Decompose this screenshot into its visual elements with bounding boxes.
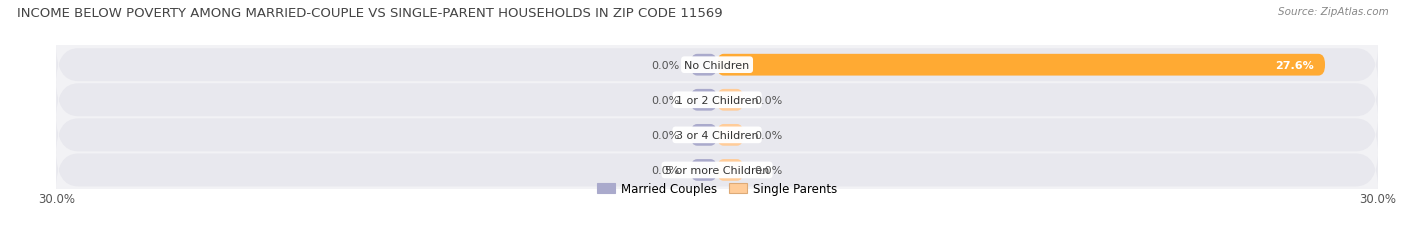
- Text: 0.0%: 0.0%: [651, 165, 679, 175]
- Text: 0.0%: 0.0%: [651, 130, 679, 140]
- FancyBboxPatch shape: [717, 90, 744, 111]
- FancyBboxPatch shape: [56, 47, 1378, 84]
- Text: 0.0%: 0.0%: [755, 95, 783, 105]
- Text: 1 or 2 Children: 1 or 2 Children: [676, 95, 758, 105]
- Legend: Married Couples, Single Parents: Married Couples, Single Parents: [598, 182, 837, 195]
- Text: 0.0%: 0.0%: [651, 95, 679, 105]
- FancyBboxPatch shape: [717, 55, 1324, 76]
- Text: 0.0%: 0.0%: [755, 165, 783, 175]
- FancyBboxPatch shape: [690, 159, 717, 181]
- FancyBboxPatch shape: [690, 125, 717, 146]
- Text: Source: ZipAtlas.com: Source: ZipAtlas.com: [1278, 7, 1389, 17]
- FancyBboxPatch shape: [717, 125, 744, 146]
- Text: 5 or more Children: 5 or more Children: [665, 165, 769, 175]
- Text: 0.0%: 0.0%: [651, 61, 679, 70]
- FancyBboxPatch shape: [690, 55, 717, 76]
- FancyBboxPatch shape: [717, 159, 744, 181]
- Text: 3 or 4 Children: 3 or 4 Children: [676, 130, 758, 140]
- Text: No Children: No Children: [685, 61, 749, 70]
- Text: 0.0%: 0.0%: [755, 130, 783, 140]
- Text: 27.6%: 27.6%: [1275, 61, 1315, 70]
- FancyBboxPatch shape: [56, 152, 1378, 189]
- FancyBboxPatch shape: [690, 90, 717, 111]
- Text: INCOME BELOW POVERTY AMONG MARRIED-COUPLE VS SINGLE-PARENT HOUSEHOLDS IN ZIP COD: INCOME BELOW POVERTY AMONG MARRIED-COUPL…: [17, 7, 723, 20]
- FancyBboxPatch shape: [56, 82, 1378, 119]
- FancyBboxPatch shape: [56, 117, 1378, 154]
